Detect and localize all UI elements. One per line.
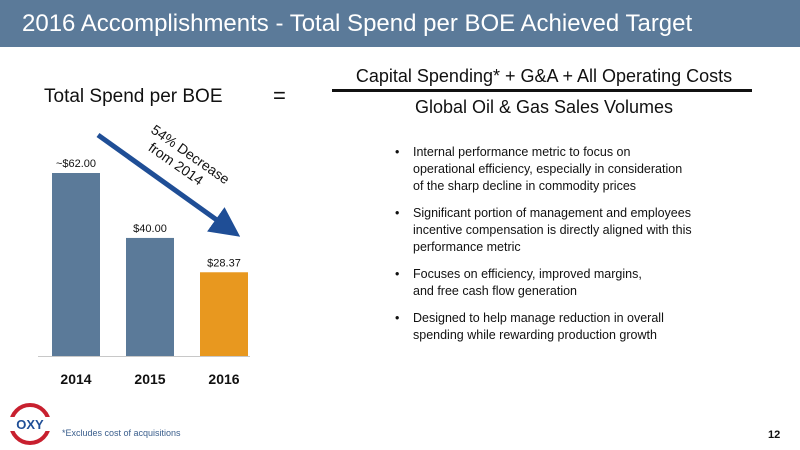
- bar-2015: [126, 237, 174, 356]
- bullet-marker: •: [395, 145, 400, 159]
- bullet-line: performance metric: [413, 240, 521, 254]
- bullet-line: Significant portion of management and em…: [413, 206, 691, 220]
- page-number: 12: [768, 429, 781, 441]
- formula-numerator: Capital Spending* + G&A + All Operating …: [355, 66, 733, 86]
- bullet-line: and free cash flow generation: [413, 284, 577, 298]
- bar-2014: [52, 173, 100, 356]
- bar-value-label: $40.00: [133, 223, 167, 235]
- bullet-line: operational efficiency, especially in co…: [413, 162, 683, 176]
- bullet-line: Internal performance metric to focus on: [413, 145, 631, 159]
- bullet-line: Focuses on efficiency, improved margins,: [413, 267, 642, 281]
- bullet-item: • Significant portion of management and e…: [395, 205, 775, 256]
- bullet-list: • Internal performance metric to focus on…: [395, 144, 775, 354]
- x-tick-label: 2016: [208, 371, 239, 387]
- x-tick-label: 2014: [60, 371, 91, 387]
- footnote: *Excludes cost of acquisitions: [62, 428, 181, 438]
- bar-value-label: ~$62.00: [56, 158, 96, 170]
- bullet-marker: •: [395, 206, 400, 220]
- bar-2016: [200, 272, 248, 356]
- bullet-item: • Designed to help manage reduction in ov…: [395, 310, 775, 344]
- slide-title: 2016 Accomplishments - Total Spend per B…: [22, 10, 693, 37]
- oxy-logo-icon: OXY: [8, 403, 52, 445]
- formula-denominator: Global Oil & Gas Sales Volumes: [414, 97, 674, 117]
- bullet-line: of the sharp decline in commodity prices: [413, 179, 637, 193]
- bullet-item: • Internal performance metric to focus on…: [395, 144, 775, 195]
- bullet-item: • Focuses on efficiency, improved margins…: [395, 266, 775, 300]
- formula-lhs: Total Spend per BOE: [44, 86, 223, 107]
- bullet-line: Designed to help manage reduction in ove…: [413, 311, 664, 325]
- bullet-marker: •: [395, 267, 400, 281]
- fraction-line: [332, 89, 752, 92]
- bullet-line: spending while rewarding production grow…: [413, 328, 657, 342]
- bar-value-label: $28.37: [207, 257, 241, 269]
- bullet-line: incentive compensation is directly align…: [413, 223, 692, 237]
- bullet-marker: •: [395, 311, 400, 325]
- title-bar: 2016 Accomplishments - Total Spend per B…: [0, 0, 800, 47]
- formula-equals: =: [273, 83, 286, 108]
- oxy-logo-text: OXY: [16, 417, 44, 432]
- x-tick-label: 2015: [134, 371, 165, 387]
- decrease-arrow: [96, 132, 241, 237]
- decrease-annotation: 54% Decreasefrom 2014: [139, 121, 233, 200]
